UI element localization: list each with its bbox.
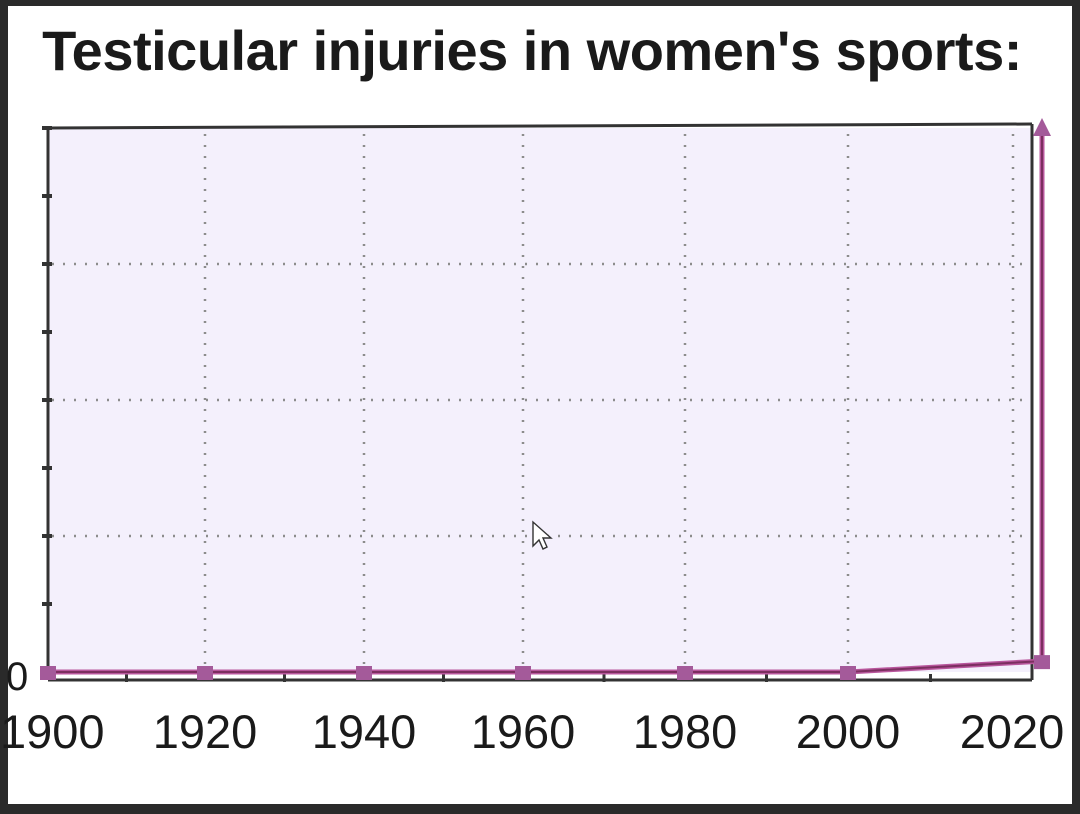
data-point bbox=[1033, 118, 1051, 136]
series-group bbox=[40, 118, 1051, 680]
y-tick-label-0: 0 bbox=[6, 655, 28, 699]
data-point bbox=[356, 666, 372, 680]
x-tick-label: 1900 bbox=[0, 705, 105, 758]
series-line-shadow bbox=[48, 128, 1043, 673]
mouse-cursor-icon bbox=[532, 520, 553, 550]
x-tick-label: 2000 bbox=[796, 705, 901, 758]
grid-lines bbox=[52, 134, 1028, 668]
y-tick-marks bbox=[42, 126, 932, 682]
top-border bbox=[47, 122, 1033, 130]
data-point bbox=[40, 666, 56, 680]
data-point bbox=[677, 666, 693, 680]
data-point bbox=[197, 666, 213, 680]
x-tick-label: 1940 bbox=[312, 705, 417, 758]
chart-title: Testicular injuries in women's sports: bbox=[42, 19, 1022, 82]
x-tick-label: 1980 bbox=[633, 705, 738, 758]
plot-area bbox=[48, 128, 1032, 672]
data-point bbox=[840, 666, 856, 680]
data-point bbox=[515, 666, 531, 680]
x-tick-label: 1960 bbox=[471, 705, 576, 758]
x-tick-labels: 1900 1920 1940 1960 1980 2000 2020 bbox=[0, 705, 1064, 758]
x-tick-label: 1920 bbox=[153, 705, 258, 758]
axes bbox=[46, 122, 1034, 682]
data-point bbox=[1034, 655, 1050, 670]
x-tick-label: 2020 bbox=[960, 705, 1065, 758]
